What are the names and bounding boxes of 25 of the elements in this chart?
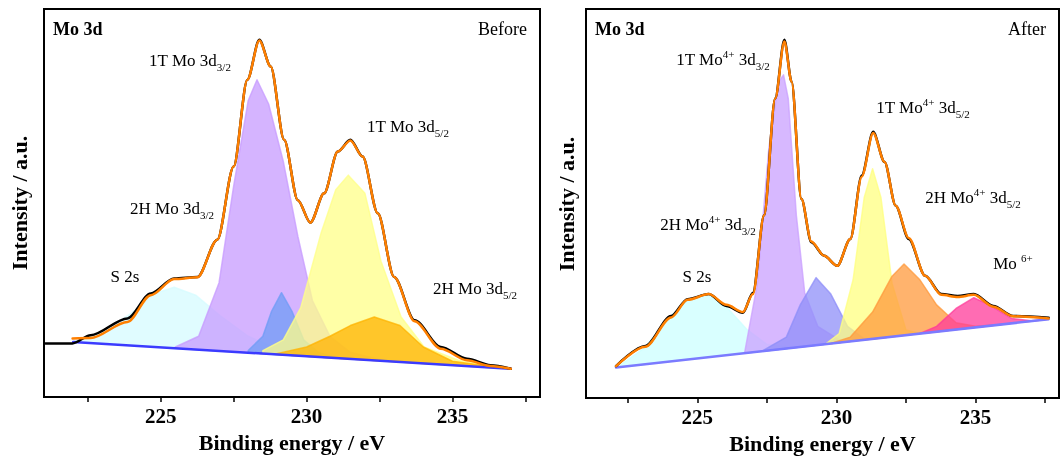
annotation: Mo $^{6+}$: [993, 252, 1033, 274]
annotation: 1T Mo 3d$_{3/2}$: [149, 51, 231, 73]
chart-title: Mo 3d: [53, 19, 103, 39]
chart-subtitle: After: [1008, 19, 1047, 39]
x-tick-label: 235: [436, 403, 469, 428]
x-tick-label: 230: [290, 403, 323, 428]
x-tick-label: 235: [959, 404, 992, 429]
x-axis-title: Binding energy / eV: [729, 430, 916, 456]
y-axis-title: Intensity / a.u.: [554, 136, 580, 271]
chart-title: Mo 3d: [595, 19, 645, 39]
x-tick-label: 230: [820, 404, 853, 429]
annotation: 2H Mo 3d$_{3/2}$: [130, 199, 214, 221]
annotation: S 2s: [682, 267, 712, 287]
annotation: 2H Mo$^{4+}$ 3d$_{5/2}$: [925, 186, 1021, 210]
x-tick-label: 225: [681, 404, 714, 429]
annotation: 1T Mo$^{4+}$ 3d$_{5/2}$: [876, 96, 970, 120]
y-axis-title: Intensity / a.u.: [7, 135, 33, 271]
annotation: 1T Mo$^{4+}$ 3d$_{3/2}$: [676, 48, 770, 72]
annotation: 1T Mo 3d$_{5/2}$: [367, 117, 449, 139]
x-axis-title: Binding energy / eV: [198, 429, 386, 455]
annotation: 2H Mo 3d$_{5/2}$: [433, 279, 517, 301]
x-tick-label: 225: [144, 403, 177, 428]
annotation: S 2s: [110, 267, 140, 287]
chart-subtitle: Before: [478, 19, 528, 39]
annotation: 2H Mo$^{4+}$ 3d$_{3/2}$: [660, 213, 756, 237]
